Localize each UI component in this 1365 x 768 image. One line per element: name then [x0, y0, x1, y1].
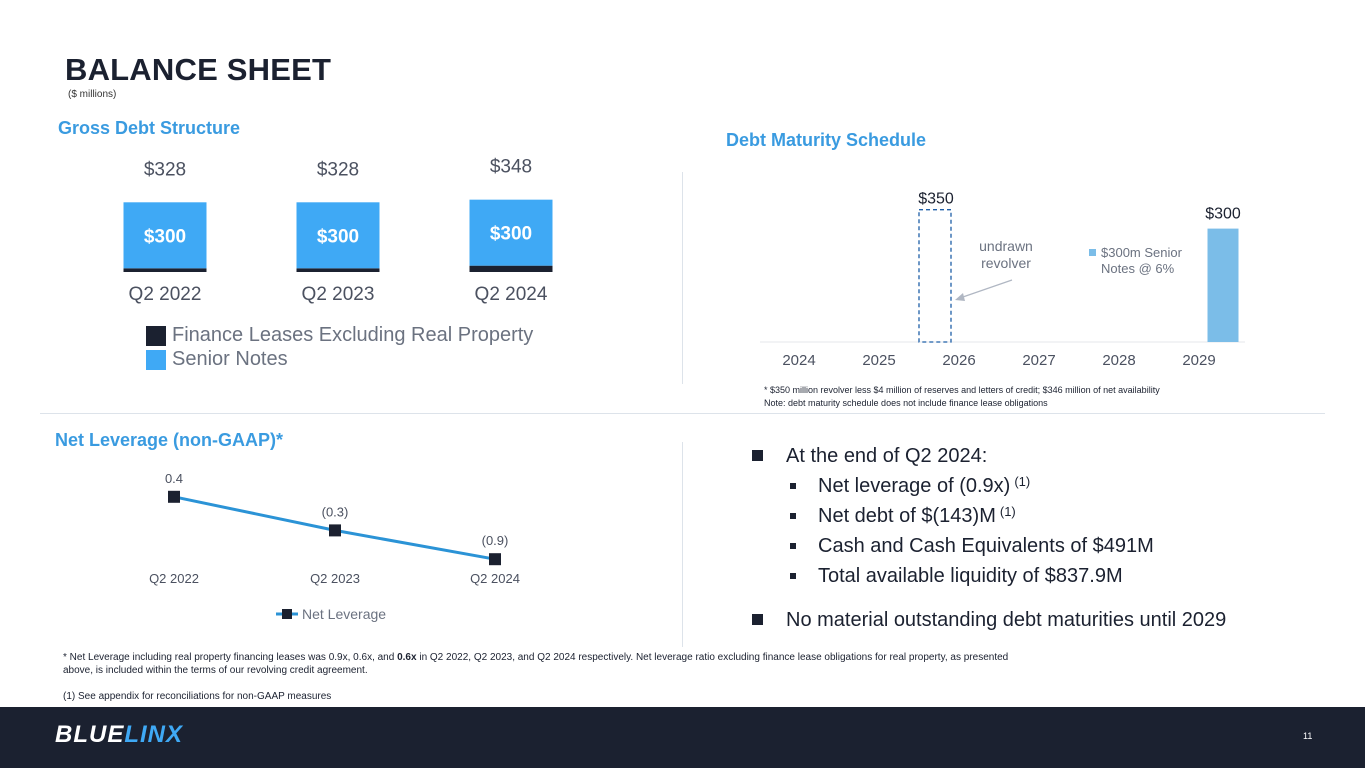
quarter-tick-label: Q2 2023 — [302, 284, 375, 305]
quarter-tick-label: Q2 2022 — [129, 284, 202, 305]
net-leverage-tick-label: Q2 2022 — [149, 571, 199, 586]
maturity-legend-line-2: Notes @ 6% — [1101, 261, 1175, 276]
logo-part-1: BLUE — [55, 721, 125, 748]
maturity-legend: $300m Senior Notes @ 6% — [1089, 245, 1182, 277]
bullet-main-2: No material outstanding debt maturities … — [752, 608, 1352, 638]
finance-leases-swatch — [146, 325, 166, 346]
year-tick-label: 2029 — [1182, 352, 1215, 369]
maturity-footnote-2: Note: debt maturity schedule does not in… — [764, 398, 1048, 408]
net-leverage-tick-label: Q2 2023 — [310, 571, 360, 586]
senior-notes-value-label: $300 — [317, 226, 359, 247]
maturity-footnote: * $350 million revolver less $4 million … — [764, 384, 1160, 410]
bullet-sub-4-text: Total available liquidity of $837.9M — [818, 565, 1123, 587]
senior-notes-maturity-value-label: $300 — [1205, 206, 1241, 223]
year-tick-label: 2024 — [782, 352, 815, 369]
page-title: BALANCE SHEET — [65, 52, 332, 87]
bullet-main-2-text: No material outstanding debt maturities … — [786, 609, 1227, 631]
bullet-sub-1-footnote-ref: (1) — [1014, 474, 1031, 489]
senior-notes-legend-label: Senior Notes — [172, 348, 288, 370]
annotation-line-2: revolver — [981, 255, 1031, 271]
units-label: ($ millions) — [68, 89, 117, 100]
maturity-footnote-1: * $350 million revolver less $4 million … — [764, 385, 1160, 395]
net-leverage-point — [329, 524, 341, 537]
bullet-sub-2-footnote-ref: (1) — [999, 504, 1016, 519]
bluelinx-logo: BLUELINX — [55, 721, 183, 749]
net-leverage-value-label: (0.3) — [322, 504, 349, 519]
annotation-arrow-line — [959, 279, 1013, 299]
annotation-line-1: undrawn — [979, 238, 1033, 254]
net-leverage-chart: 0.4 Q2 2022 (0.3) Q2 2023 (0.9) Q2 2024 — [149, 471, 520, 586]
finance-leases-legend-label: Finance Leases Excluding Real Property — [172, 324, 534, 346]
net-leverage-point — [168, 490, 180, 503]
senior-notes-swatch — [146, 349, 166, 370]
total-debt-label: $328 — [317, 159, 359, 180]
bullet-sub-2-text: Net debt of $(143)M — [818, 505, 996, 527]
year-tick-label: 2025 — [862, 352, 895, 369]
key-points-list: At the end of Q2 2024: Net leverage of (… — [752, 444, 1352, 638]
bullet-sub-3: Cash and Cash Equivalents of $491M — [752, 534, 1352, 564]
net-leverage-legend: Net Leverage — [276, 606, 386, 622]
senior-notes-bar — [123, 202, 207, 269]
maturity-legend-line-1: $300m Senior — [1101, 245, 1182, 260]
logo-part-2: LINX — [124, 721, 184, 748]
vertical-divider-top — [682, 172, 683, 384]
senior-notes-maturity-swatch — [1089, 249, 1096, 256]
gross-debt-chart: $300 $328 Q2 2022 $300 $328 Q2 2023 $300 $348 Q2… — [123, 157, 553, 305]
debt-maturity-chart: 2024 2025 2026 2027 2028 2029 $350 $300 — [760, 191, 1245, 369]
net-leverage-tick-label: Q2 2024 — [470, 571, 520, 586]
net-leverage-footnote: * Net Leverage including real property f… — [63, 651, 1163, 677]
gross-debt-title: Gross Debt Structure — [58, 118, 241, 138]
undrawn-revolver-bar — [918, 209, 952, 343]
net-leverage-value-label: (0.9) — [482, 533, 509, 548]
net-leverage-point — [489, 553, 501, 566]
net-leverage-legend-label: Net Leverage — [302, 606, 387, 622]
vertical-divider-bottom — [682, 442, 683, 647]
bullet-sub-2: Net debt of $(143)M (1) — [752, 504, 1352, 534]
senior-notes-value-label: $300 — [144, 226, 186, 247]
debt-maturity-title: Debt Maturity Schedule — [726, 130, 927, 150]
year-tick-label: 2028 — [1102, 352, 1135, 369]
legend-item-senior-notes: Senior Notes — [146, 348, 288, 371]
net-leverage-value-label: 0.4 — [165, 471, 183, 486]
senior-notes-bar — [296, 202, 380, 269]
finance-leases-bar — [469, 265, 553, 272]
total-debt-label: $328 — [144, 159, 186, 180]
footnote-text-line2: above, is included within the terms of o… — [63, 665, 368, 676]
legend-item-finance-leases: Finance Leases Excluding Real Property — [146, 324, 533, 347]
undrawn-revolver-annotation: undrawn revolver — [958, 238, 1054, 272]
bullet-sub-1: Net leverage of (0.9x) (1) — [752, 474, 1352, 504]
footnote-text-post: in Q2 2022, Q2 2023, and Q2 2024 respect… — [416, 652, 1009, 663]
year-tick-label: 2027 — [1022, 352, 1055, 369]
page-number: 11 — [1303, 731, 1313, 741]
total-debt-label: $348 — [490, 157, 532, 178]
net-leverage-legend-marker — [276, 609, 298, 619]
footnote-text-pre: * Net Leverage including real property f… — [63, 652, 398, 663]
annotation-arrow-head — [955, 293, 965, 301]
reconciliation-footnote: (1) See appendix for reconciliations for… — [63, 691, 332, 702]
bullet-main-1-text: At the end of Q2 2024: — [786, 445, 988, 467]
bullet-sub-3-text: Cash and Cash Equivalents of $491M — [818, 535, 1154, 557]
footer-bar — [0, 707, 1365, 768]
finance-leases-bar — [296, 268, 380, 272]
bullet-sub-4: Total available liquidity of $837.9M — [752, 564, 1352, 594]
net-leverage-title: Net Leverage (non-GAAP)* — [55, 430, 284, 450]
senior-notes-bar — [469, 199, 553, 266]
bullet-sub-1-text: Net leverage of (0.9x) — [818, 475, 1011, 497]
revolver-value-label: $350 — [918, 191, 954, 208]
senior-notes-maturity-bar — [1207, 228, 1239, 342]
year-tick-label: 2026 — [942, 352, 975, 369]
quarter-tick-label: Q2 2024 — [475, 284, 548, 305]
footnote-text-bold: 0.6x — [397, 652, 417, 663]
finance-leases-bar — [123, 268, 207, 272]
bullet-main-1: At the end of Q2 2024: — [752, 444, 1352, 474]
senior-notes-value-label: $300 — [490, 224, 532, 245]
horizontal-divider — [40, 413, 1325, 414]
